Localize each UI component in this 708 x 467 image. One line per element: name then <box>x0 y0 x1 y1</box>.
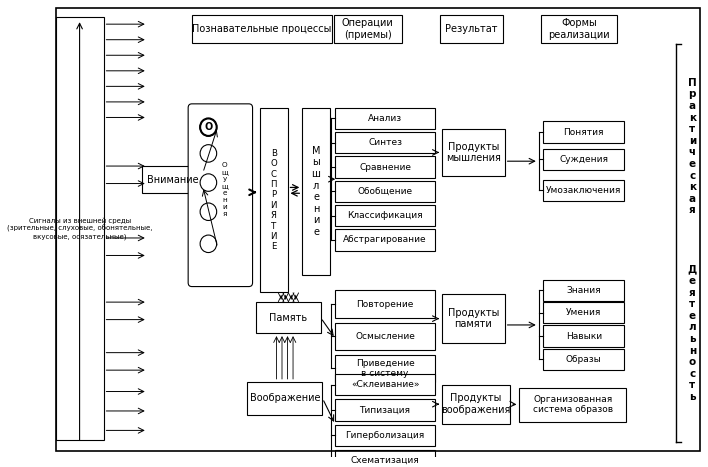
FancyBboxPatch shape <box>543 180 624 201</box>
FancyBboxPatch shape <box>543 149 624 170</box>
FancyBboxPatch shape <box>56 17 103 440</box>
Text: Операции
(приемы): Операции (приемы) <box>342 18 394 40</box>
Text: Продукты
мышления: Продукты мышления <box>446 142 501 163</box>
Text: Умения: Умения <box>566 308 602 317</box>
Text: Образы: Образы <box>566 355 602 364</box>
FancyBboxPatch shape <box>336 374 435 396</box>
FancyBboxPatch shape <box>543 121 624 143</box>
FancyBboxPatch shape <box>542 15 617 42</box>
FancyBboxPatch shape <box>336 425 435 446</box>
Text: Сравнение: Сравнение <box>359 163 411 171</box>
Text: Д
е
я
т
е
л
ь
н
о
с
т
ь: Д е я т е л ь н о с т ь <box>687 264 697 402</box>
FancyBboxPatch shape <box>336 290 435 318</box>
Text: Умозаключения: Умозаключения <box>546 186 622 195</box>
FancyBboxPatch shape <box>336 229 435 251</box>
Text: Осмысление: Осмысление <box>355 332 415 340</box>
Text: Формы
реализации: Формы реализации <box>549 18 610 40</box>
Text: Классификация: Классификация <box>347 211 423 220</box>
Text: Типизация: Типизация <box>360 405 411 415</box>
FancyBboxPatch shape <box>336 156 435 178</box>
Text: Внимание: Внимание <box>147 175 198 184</box>
FancyBboxPatch shape <box>336 450 435 467</box>
FancyBboxPatch shape <box>247 382 322 415</box>
FancyBboxPatch shape <box>336 205 435 226</box>
FancyBboxPatch shape <box>188 104 253 287</box>
FancyBboxPatch shape <box>260 108 287 292</box>
Text: Организованная
система образов: Организованная система образов <box>532 395 613 414</box>
FancyBboxPatch shape <box>543 349 624 370</box>
Text: Понятия: Понятия <box>564 127 604 136</box>
Text: Продукты
воображения: Продукты воображения <box>442 393 510 415</box>
FancyBboxPatch shape <box>336 181 435 202</box>
FancyBboxPatch shape <box>442 129 505 176</box>
FancyBboxPatch shape <box>543 302 624 324</box>
Text: Навыки: Навыки <box>566 332 602 340</box>
FancyBboxPatch shape <box>336 323 435 350</box>
Text: Сигналы из внешней среды
(зрительные, слуховые, обонятельные,
вкусовые, осязател: Сигналы из внешней среды (зрительные, сл… <box>7 218 152 240</box>
Text: Память: Память <box>269 313 307 323</box>
Text: Приведение
в систему: Приведение в систему <box>355 359 414 378</box>
Text: В
О
С
П
Р
И
Я
Т
И
Е: В О С П Р И Я Т И Е <box>270 149 277 251</box>
Text: Продукты
памяти: Продукты памяти <box>447 308 499 329</box>
Text: Гиперболизация: Гиперболизация <box>346 431 425 440</box>
FancyBboxPatch shape <box>336 108 435 129</box>
FancyBboxPatch shape <box>256 302 321 333</box>
Text: Обобщение: Обобщение <box>358 187 413 196</box>
Text: Схематизация: Схематизация <box>350 456 419 465</box>
Text: П
р
а
к
т
и
ч
е
с
к
а
я: П р а к т и ч е с к а я <box>688 78 697 215</box>
Text: Результат: Результат <box>445 24 498 34</box>
FancyBboxPatch shape <box>336 399 435 421</box>
FancyBboxPatch shape <box>520 388 626 422</box>
Text: Повторение: Повторение <box>356 299 413 309</box>
FancyBboxPatch shape <box>142 166 203 193</box>
Text: О
щ
у
щ
е
н
и
я: О щ у щ е н и я <box>222 162 228 217</box>
FancyBboxPatch shape <box>302 108 330 275</box>
FancyBboxPatch shape <box>336 354 435 382</box>
FancyBboxPatch shape <box>440 15 503 42</box>
FancyBboxPatch shape <box>192 15 331 42</box>
Text: Знания: Знания <box>566 286 601 295</box>
Text: Синтез: Синтез <box>368 138 402 147</box>
FancyBboxPatch shape <box>543 280 624 301</box>
Text: М
ы
ш
л
е
н
и
е: М ы ш л е н и е <box>312 146 321 237</box>
Text: Абстрагирование: Абстрагирование <box>343 235 427 244</box>
FancyBboxPatch shape <box>543 325 624 347</box>
Text: Анализ: Анализ <box>368 114 402 123</box>
FancyBboxPatch shape <box>442 385 510 424</box>
Text: О: О <box>205 122 212 132</box>
Text: «Склеивание»: «Склеивание» <box>350 380 419 389</box>
Text: Суждения: Суждения <box>559 155 608 164</box>
FancyBboxPatch shape <box>333 15 401 42</box>
Text: Познавательные процессы: Познавательные процессы <box>192 24 331 34</box>
Text: Воображение: Воображение <box>249 393 320 403</box>
FancyBboxPatch shape <box>336 132 435 154</box>
FancyBboxPatch shape <box>442 294 505 343</box>
